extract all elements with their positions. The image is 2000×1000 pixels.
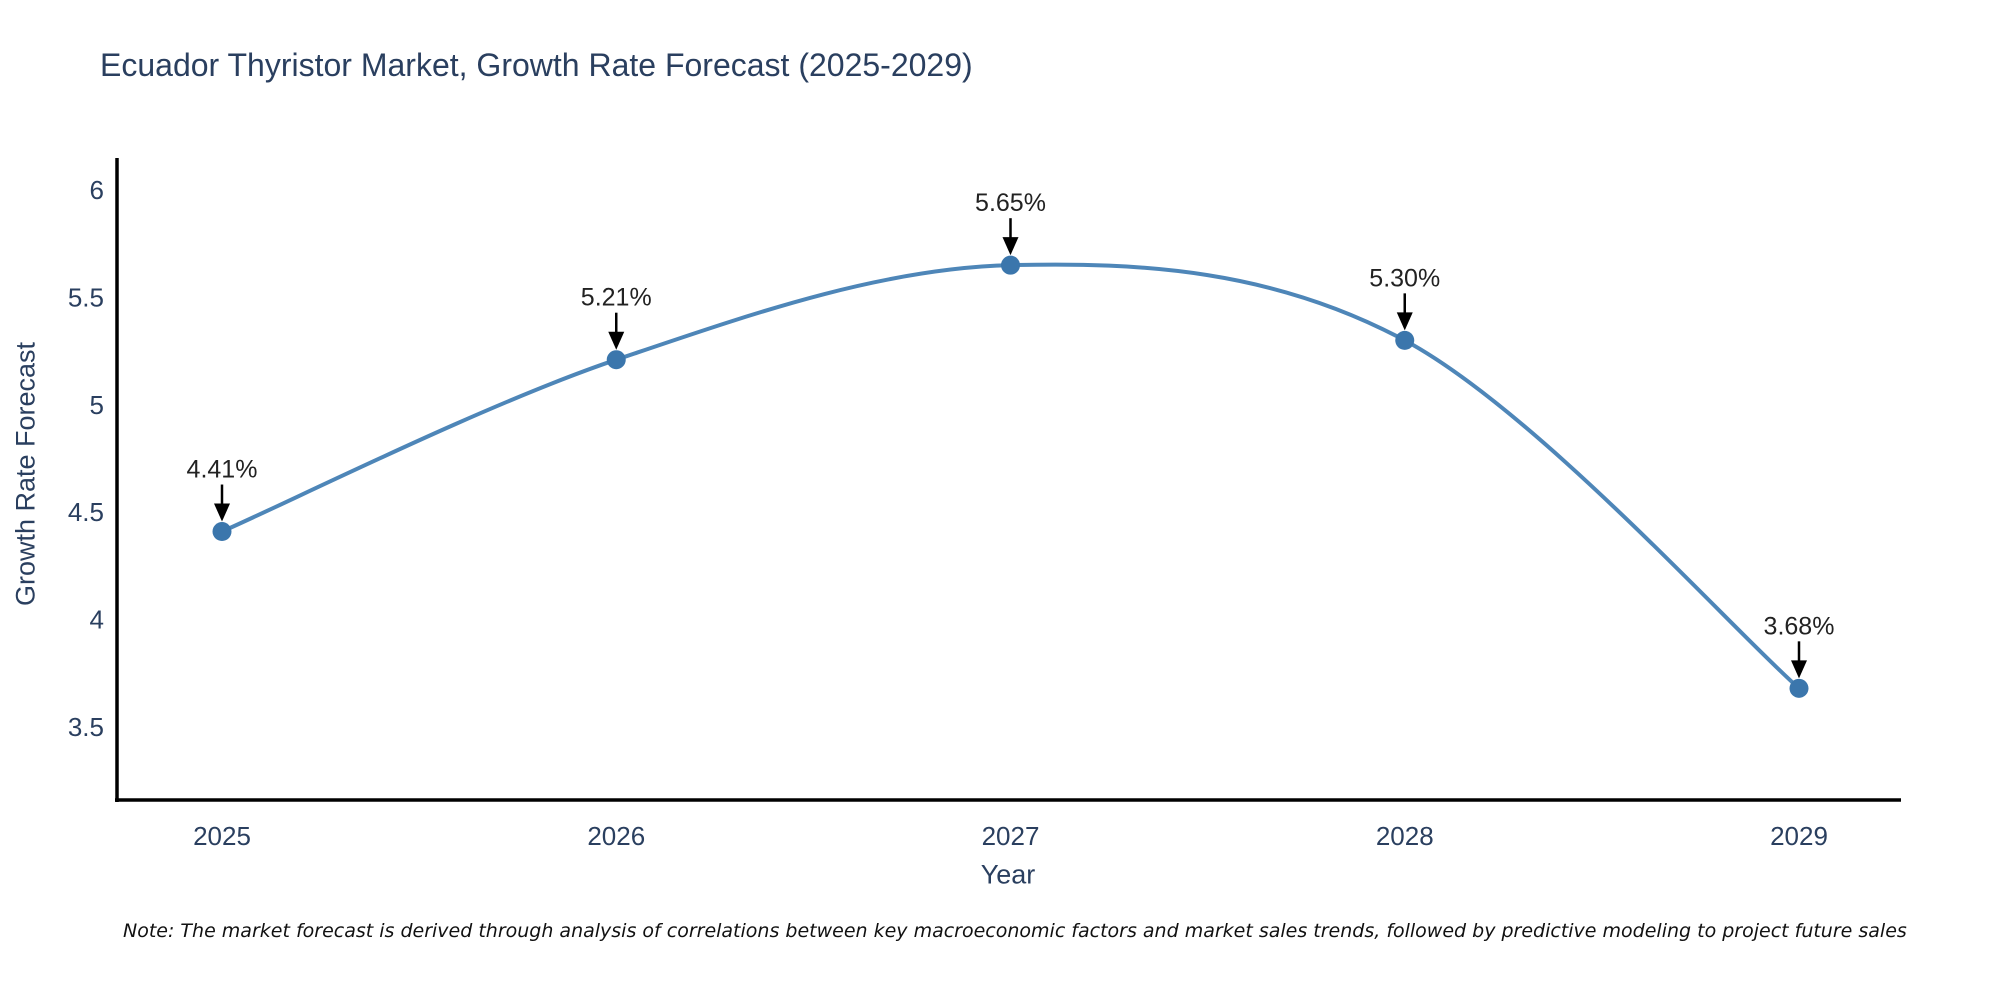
y-tick-label: 4.5 [68,497,104,527]
annotation-label: 5.65% [975,189,1046,217]
y-tick-label: 6 [90,175,104,205]
annotation-arrowhead [1002,237,1019,256]
x-tick-label: 2029 [1770,821,1828,851]
annotation-arrowhead [214,503,230,522]
annotation-arrowhead [1791,660,1807,679]
annotation-arrowhead [608,331,625,350]
x-tick-label: 2026 [587,821,645,851]
x-tick-label: 2027 [982,821,1040,851]
annotation-arrowhead [1396,312,1413,331]
y-tick-label: 3.5 [68,712,104,742]
annotation-label: 3.68% [1764,612,1835,640]
chart-title: Ecuador Thyristor Market, Growth Rate Fo… [100,47,973,83]
y-tick-label: 5.5 [68,282,104,312]
annotation-label: 4.41% [187,456,258,484]
annotation-label: 5.21% [581,284,652,312]
data-point-marker [606,350,626,370]
y-tick-label: 5 [90,390,104,420]
y-tick-label: 4 [90,605,104,635]
annotation-label: 5.30% [1369,264,1440,292]
x-tick-label: 2028 [1376,821,1434,851]
data-point-marker [1001,255,1020,275]
footnote: Note: The market forecast is derived thr… [123,920,1907,942]
data-point-marker [1789,678,1809,698]
x-tick-label: 2025 [193,821,251,851]
trace-line [220,262,1801,691]
data-point-marker [1395,330,1415,350]
data-point-marker [212,522,232,542]
x-axis-title: Year [980,859,1036,890]
